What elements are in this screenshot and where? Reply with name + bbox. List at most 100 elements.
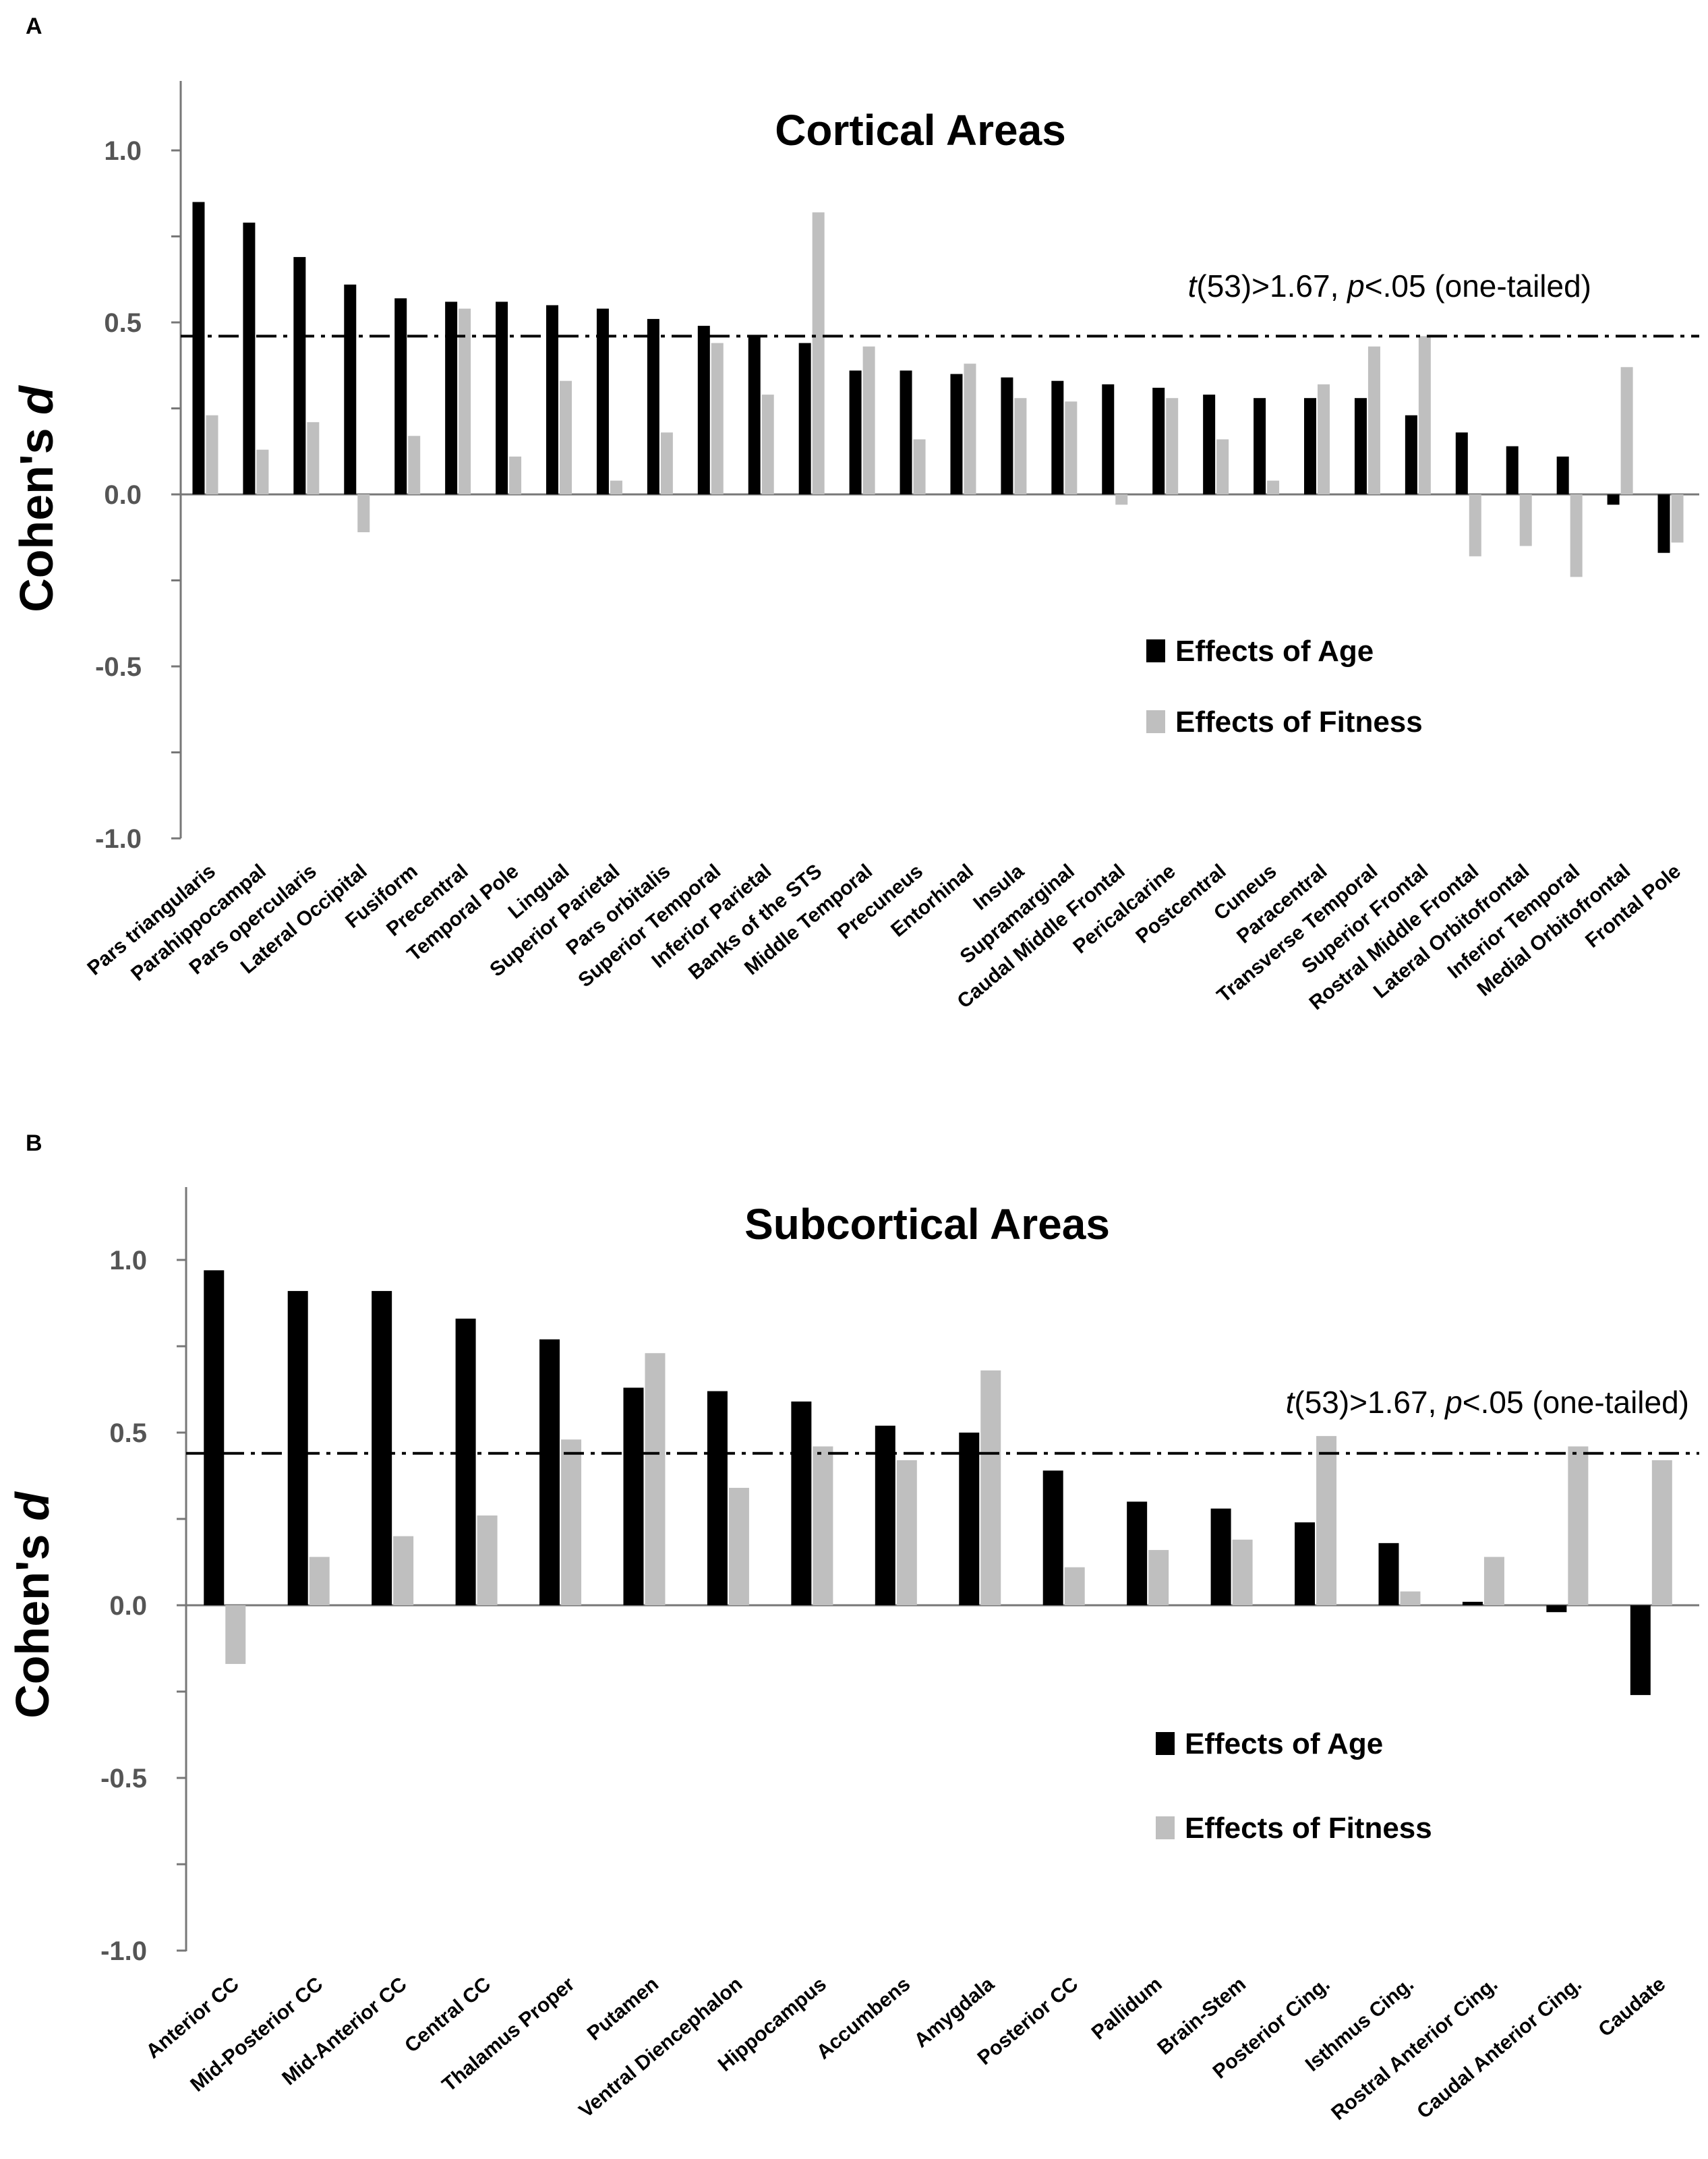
- panel-a-title: Cortical Areas: [775, 106, 1066, 154]
- panel-a-legend-age-swatch: [1146, 639, 1165, 662]
- bar-age-9: [875, 1425, 895, 1605]
- panel-a-legend-fitness-label: Effects of Fitness: [1175, 706, 1423, 739]
- bar-fitness-17: [1568, 1446, 1589, 1605]
- bar-fitness-29: [1620, 367, 1633, 494]
- y-tick-label: 0.0: [104, 480, 142, 510]
- bar-age-6: [623, 1387, 644, 1605]
- bar-age-2: [287, 1291, 308, 1605]
- bar-fitness-27: [1519, 494, 1532, 546]
- bar-age-18: [1630, 1605, 1651, 1696]
- panel-b-y-axis-label-symbol: d: [6, 1491, 59, 1521]
- bar-age-5: [539, 1339, 560, 1605]
- x-tick-label: Rostral Anterior Cing.: [1327, 1973, 1502, 2125]
- bar-fitness-13: [1232, 1539, 1253, 1605]
- panel-b-legend-fitness-swatch: [1156, 1816, 1175, 1839]
- bar-fitness-2: [309, 1557, 330, 1605]
- bar-fitness-9: [610, 480, 622, 494]
- y-tick-label: -0.5: [100, 1764, 147, 1793]
- x-tick-label: Pallidum: [1088, 1973, 1167, 2044]
- bar-fitness-20: [1166, 398, 1179, 494]
- bar-fitness-12: [1148, 1550, 1169, 1605]
- bar-age-13: [1210, 1508, 1231, 1605]
- panel-b-threshold-suffix: <.05 (one-tailed): [1463, 1385, 1689, 1420]
- bar-age-16: [950, 374, 963, 494]
- panel-a-bars: [192, 202, 1684, 577]
- bar-fitness-2: [256, 449, 269, 494]
- panel-b-y-ticks: 1.0 0.5 0.0 -0.5 -1.0: [100, 1246, 186, 1966]
- panel-a-threshold-p: p: [1346, 268, 1365, 304]
- panel-a-letter: A: [26, 13, 42, 39]
- bar-fitness-10: [980, 1370, 1001, 1605]
- bar-age-15: [900, 370, 912, 494]
- bar-fitness-10: [660, 432, 673, 494]
- bar-fitness-3: [307, 422, 320, 494]
- bar-age-11: [1042, 1470, 1063, 1605]
- bar-age-20: [1152, 387, 1165, 494]
- panel-a-chart: A Cortical Areas Cohen's d 1.0 0.5 0.0 -0.5…: [10, 13, 1699, 1014]
- bar-fitness-15: [913, 439, 926, 494]
- bar-fitness-23: [1318, 384, 1330, 494]
- bar-fitness-4: [357, 494, 370, 533]
- bar-age-3: [293, 257, 306, 494]
- y-tick-label: -1.0: [95, 824, 142, 854]
- panel-a-legend: Effects of Age Effects of Fitness: [1146, 635, 1423, 739]
- bar-age-3: [372, 1291, 392, 1605]
- x-tick-label: Amygdala: [910, 1973, 999, 2052]
- panel-b-threshold-p: p: [1444, 1385, 1463, 1420]
- y-tick-label: -0.5: [95, 652, 142, 682]
- bar-age-18: [1051, 380, 1064, 494]
- bar-age-27: [1506, 446, 1519, 494]
- bar-age-12: [1127, 1501, 1148, 1605]
- bar-fitness-18: [1065, 401, 1078, 494]
- bar-fitness-3: [393, 1536, 414, 1605]
- y-tick-label: 0.5: [109, 1418, 147, 1448]
- bar-age-16: [1462, 1601, 1483, 1605]
- bar-fitness-26: [1469, 494, 1481, 556]
- panel-a-y-axis-label-symbol: d: [10, 385, 63, 415]
- bar-age-25: [1405, 415, 1417, 494]
- bar-fitness-5: [408, 436, 421, 494]
- panel-b-letter: B: [26, 1130, 42, 1156]
- panel-a-y-axis-label: Cohen's d: [10, 385, 63, 612]
- y-tick-label: -1.0: [100, 1936, 147, 1966]
- bar-fitness-7: [509, 456, 522, 494]
- bar-fitness-9: [896, 1460, 917, 1605]
- bar-fitness-11: [1064, 1567, 1085, 1605]
- bar-age-17: [1546, 1605, 1567, 1613]
- panel-b-y-axis-label-text: Cohen's: [6, 1534, 59, 1718]
- x-tick-label: Ventral Diencephalon: [575, 1973, 747, 2122]
- bar-fitness-21: [1216, 439, 1229, 494]
- bar-age-9: [596, 308, 609, 494]
- y-tick-label: 0.5: [104, 308, 142, 338]
- bar-age-7: [707, 1391, 728, 1605]
- bar-fitness-1: [225, 1605, 246, 1665]
- bar-fitness-17: [1014, 398, 1027, 494]
- bar-age-5: [394, 298, 407, 494]
- bar-fitness-6: [459, 308, 471, 494]
- bar-age-23: [1304, 398, 1317, 494]
- y-tick-label: 1.0: [104, 136, 142, 166]
- bar-fitness-13: [812, 212, 825, 494]
- bar-fitness-8: [560, 380, 572, 494]
- bar-age-21: [1203, 395, 1216, 494]
- bar-age-7: [496, 301, 508, 494]
- bar-age-10: [647, 318, 659, 494]
- panel-b-threshold-mid: (53)>1.67,: [1294, 1385, 1445, 1420]
- bar-fitness-5: [561, 1439, 582, 1605]
- panel-b-y-axis-label: Cohen's d: [6, 1491, 59, 1719]
- bar-fitness-15: [1400, 1591, 1421, 1605]
- bar-age-17: [1001, 377, 1013, 494]
- bar-age-10: [959, 1433, 980, 1605]
- bar-fitness-4: [477, 1515, 498, 1605]
- panel-b-bars: [204, 1270, 1672, 1696]
- y-tick-label: 0.0: [109, 1591, 147, 1621]
- bar-age-14: [849, 370, 862, 494]
- bar-age-30: [1657, 494, 1670, 553]
- x-tick-label: Putamen: [583, 1973, 663, 2045]
- bar-fitness-25: [1418, 336, 1431, 494]
- bar-fitness-1: [206, 415, 218, 494]
- bar-age-8: [546, 305, 559, 494]
- panel-a-threshold-label: t(53)>1.67, p<.05 (one-tailed): [1188, 268, 1591, 304]
- bar-age-4: [344, 284, 357, 494]
